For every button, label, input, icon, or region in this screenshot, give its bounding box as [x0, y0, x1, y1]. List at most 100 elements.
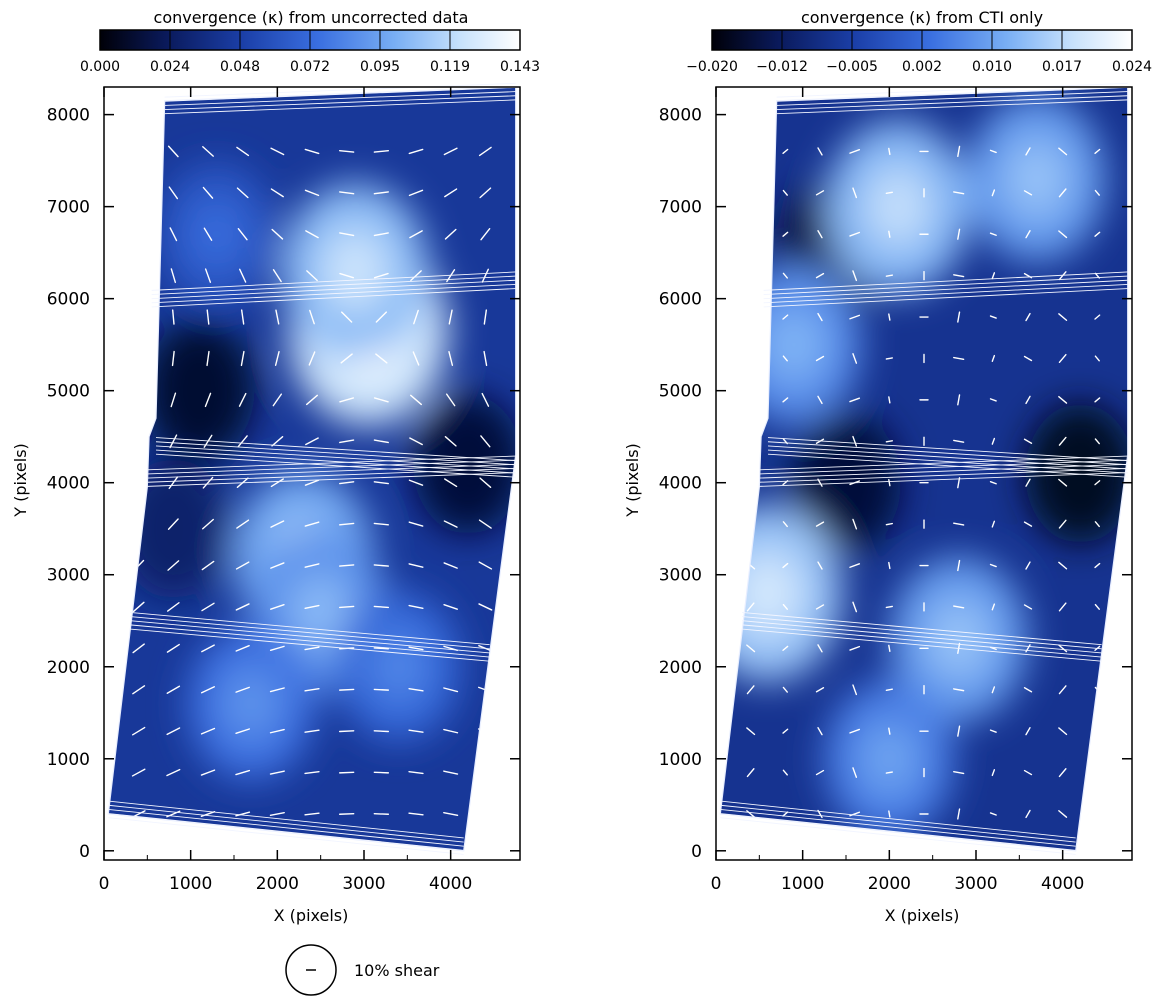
shear-whisker [483, 350, 488, 367]
shear-whisker [235, 769, 251, 776]
shear-whisker [168, 476, 179, 490]
colorbar-tick-label: 0.002 [902, 59, 942, 75]
shear-whisker [1058, 353, 1067, 364]
shear-whisker [991, 520, 996, 528]
shear-whisker [408, 521, 424, 527]
shear-whisker [782, 231, 789, 237]
shear-whisker [888, 644, 891, 652]
shear-whisker [1094, 769, 1100, 776]
shear-whisker [746, 313, 756, 321]
shear-whisker [274, 350, 280, 366]
shear-whisker [989, 480, 997, 485]
shear-whisker [373, 564, 390, 567]
shear-whisker [953, 605, 965, 609]
shear-whisker [444, 228, 457, 240]
shear-whisker [888, 727, 891, 735]
shear-whisker [443, 770, 459, 775]
shear-whisker [1058, 810, 1068, 818]
shear-whisker [443, 562, 458, 569]
shear-whisker [782, 769, 788, 776]
shear-whisker [444, 188, 458, 198]
chip-seam [763, 283, 1128, 304]
chip-seam [720, 804, 1076, 843]
chip-seam [767, 453, 1128, 478]
y-tick-label: 3000 [47, 566, 90, 586]
chip-seam [155, 453, 516, 478]
shear-whisker [782, 314, 789, 320]
map-void [413, 394, 516, 535]
chip-seam [108, 804, 464, 843]
shear-whisker [236, 519, 250, 529]
shear-whisker [445, 393, 456, 407]
shear-whisker [782, 728, 789, 734]
shear-whisker [136, 392, 142, 408]
chip-seam [129, 612, 490, 646]
shear-whisker [166, 768, 181, 777]
shear-whisker [1023, 769, 1033, 776]
chip-seam [164, 87, 516, 102]
colorbar-tick-label: −0.020 [686, 59, 738, 75]
chip-seam [720, 813, 1076, 851]
shear-whisker [443, 811, 459, 817]
shear-whisker [782, 355, 788, 362]
shear-whisker [169, 434, 178, 449]
shear-whisker [815, 687, 825, 693]
shear-whisker [817, 312, 823, 322]
shear-whisker [1023, 521, 1033, 527]
colorbar-tick-label: −0.012 [756, 59, 808, 75]
shear-whisker [275, 309, 280, 325]
y-tick-label: 0 [79, 842, 90, 862]
shear-whisker [953, 356, 965, 361]
shear-whisker [304, 189, 320, 197]
x-tick-label: 0 [711, 874, 722, 894]
chip-outlines-cti [719, 82, 1129, 855]
shear-whisker [989, 812, 997, 816]
shear-whisker [957, 394, 961, 406]
chip-seam [151, 279, 516, 300]
shear-whisker [410, 270, 422, 282]
shear-whisker [852, 601, 858, 613]
shear-whisker [1025, 312, 1031, 322]
shear-whisker [201, 602, 215, 612]
shear-whisker [782, 148, 789, 155]
axis-ticks-cti: 0 1000 2000 3000 4000 0 1000 2000 3000 4000 5000 60… [659, 87, 1132, 894]
shear-whisker [849, 314, 861, 320]
shear-whisker [817, 147, 823, 156]
shear-whisker [1094, 355, 1100, 362]
map-peak-core [370, 632, 427, 702]
chip-seam [759, 459, 1128, 475]
shear-whisker [953, 274, 965, 278]
shear-whisker [1058, 230, 1068, 239]
shear-whisker [137, 309, 140, 325]
shear-whisker [270, 562, 285, 569]
shear-whisker [817, 561, 823, 570]
shear-whisker [137, 350, 141, 367]
shear-whisker [269, 770, 285, 775]
shear-whisker [1025, 395, 1031, 405]
shear-whisker [202, 146, 214, 157]
y-tick-label: 2000 [47, 658, 90, 678]
chip-seam [741, 612, 1102, 646]
shear-whisker [782, 645, 789, 651]
shear-whisker [236, 187, 249, 199]
shear-whisker [782, 603, 788, 610]
shear-whisker [849, 563, 861, 568]
shear-whisker [305, 394, 319, 406]
chip-seam [776, 87, 1128, 102]
shear-whisker [815, 521, 825, 527]
shear-whisker [852, 435, 858, 447]
y-tick-label: 5000 [47, 382, 90, 402]
shear-whisker [888, 147, 891, 156]
shear-whisker [443, 147, 458, 156]
shear-whisker [782, 811, 789, 817]
shear-whisker [1025, 727, 1031, 736]
chip-seam [129, 616, 490, 650]
chip-seam [767, 449, 1128, 474]
shear-whisker [308, 351, 316, 366]
shear-whisker [1023, 687, 1033, 693]
shear-whisker [204, 268, 212, 283]
chip-seam [763, 271, 1128, 291]
shear-whisker [479, 477, 492, 489]
shear-whisker [235, 561, 250, 570]
shear-whisker [957, 725, 961, 737]
